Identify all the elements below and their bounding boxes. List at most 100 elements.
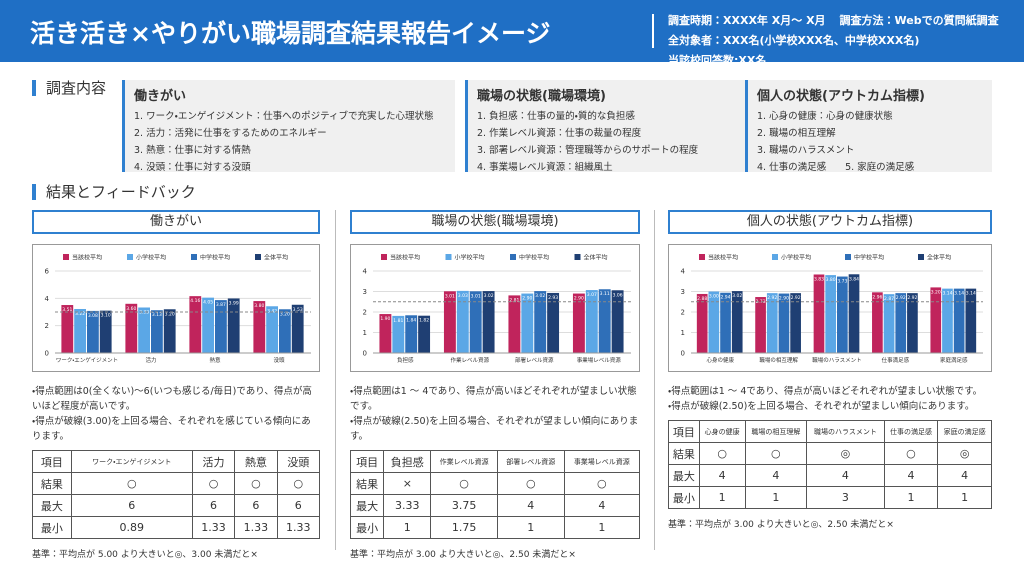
bar bbox=[418, 315, 431, 353]
bar-label: 3.01 bbox=[445, 293, 455, 299]
x-tick-label: 部署レベル資源 bbox=[515, 356, 554, 364]
legend-swatch bbox=[772, 254, 778, 260]
panel-heading: 職場の状態(職場環境) bbox=[350, 210, 640, 234]
bar bbox=[99, 310, 112, 353]
bar-label: 2.96 bbox=[872, 294, 882, 300]
bar bbox=[534, 291, 547, 353]
bar bbox=[405, 315, 418, 353]
box-item: 2. 職場の相互理解 bbox=[757, 128, 836, 139]
y-tick-label: 4 bbox=[45, 295, 50, 303]
bar-label: 3.99 bbox=[229, 300, 239, 306]
table-header-cell: 仕事の満足感 bbox=[883, 420, 939, 443]
bar-label: 3.22 bbox=[75, 311, 85, 317]
title: 活き活き×やりがい職場調査結果報告イメージ bbox=[30, 19, 551, 48]
bar bbox=[202, 297, 214, 353]
bar bbox=[227, 298, 240, 353]
bar bbox=[572, 293, 585, 353]
box-item: 4. 仕事の満足感 5. 家庭の満足感 bbox=[757, 162, 915, 173]
table-header-cell: 作業レベル資源 bbox=[430, 450, 498, 473]
y-tick-label: 2 bbox=[363, 309, 367, 317]
box-item: 1. 負担感：仕事の量的・質的な負担感 bbox=[477, 111, 635, 122]
bar bbox=[766, 293, 778, 353]
bar-label: 2.88 bbox=[697, 296, 707, 302]
chart-box: 当該校平均 小学校平均 中学校平均 全体平均 0 1 2 3 4 1.90 1.81 1.84 1.82… bbox=[350, 244, 640, 372]
bar bbox=[598, 289, 611, 353]
legend-swatch bbox=[381, 254, 387, 260]
bar-label: 3.20 bbox=[280, 311, 290, 317]
criterion: 基準：平均点が 3.00 より大きいと◎、2.50 未満だと× bbox=[350, 550, 576, 560]
bar-label: 3.11 bbox=[600, 291, 610, 297]
table-header-cell: 部署レベル資源 bbox=[496, 450, 565, 473]
x-tick-label: 事業場レベル資源 bbox=[577, 356, 622, 364]
bar-label: 3.07 bbox=[587, 292, 597, 298]
table-body: 項目 ワーク・エンゲイジメント 活力 熱意 没頭 結果 ○ ○ ○ ○ 最大 6 6 6 6 最小 0.89 1.… bbox=[32, 450, 321, 539]
bar-label: 3.02 bbox=[732, 293, 742, 299]
x-tick-label: 仕事満足感 bbox=[882, 356, 910, 364]
panel-heading: 働きがい bbox=[32, 210, 320, 234]
table-cell: 3.33 bbox=[383, 494, 432, 517]
survey-box: 職場の状態(職場環境) 1. 負担感：仕事の量的・質的な負担感 2. 作業レベル資源… bbox=[465, 80, 795, 173]
table-cell: ○ bbox=[698, 442, 746, 465]
bar bbox=[778, 293, 790, 353]
x-tick-label: 作業レベル資源 bbox=[450, 356, 489, 364]
box-item: 1. ワーク・エンゲイジメント：仕事へのポジティブで充実した心理状態 bbox=[134, 111, 434, 122]
bar-label: 3.01 bbox=[471, 293, 481, 299]
bar-label: 4.05 bbox=[203, 300, 213, 306]
bar-label: 3.53 bbox=[293, 307, 303, 313]
table-cell: 6 bbox=[234, 494, 278, 517]
note: ・得点が破線(2.50)を上回る場合、それぞれが望ましい傾向にあります。 bbox=[350, 416, 639, 442]
bar-label: 2.93 bbox=[548, 295, 558, 301]
bar-label: 3.14 bbox=[942, 291, 952, 297]
legend-swatch bbox=[845, 254, 851, 260]
criterion: 基準：平均点が 3.00 より大きいと◎、2.50 未満だと× bbox=[668, 520, 894, 530]
bar-label: 3.33 bbox=[139, 309, 149, 315]
x-tick-label: 活力 bbox=[145, 356, 156, 364]
bar bbox=[291, 304, 304, 353]
table-header-cell: 事業場レベル資源 bbox=[563, 450, 641, 473]
bar bbox=[611, 290, 624, 353]
table-cell: 4 bbox=[496, 494, 565, 517]
legend-swatch bbox=[191, 254, 197, 260]
bar-label: 3.08 bbox=[88, 313, 98, 319]
table-cell: ○ bbox=[744, 442, 808, 465]
table-cell: 1.33 bbox=[191, 516, 236, 539]
chart: 当該校平均 小学校平均 中学校平均 全体平均 0 1 2 3 4 1.90 1.81 1.84 1.82… bbox=[363, 254, 631, 364]
table-cell: 6 bbox=[70, 494, 193, 517]
table-header-cell: 項目 bbox=[668, 420, 700, 443]
y-tick-label: 0 bbox=[45, 350, 49, 358]
box-item: 2. 活力：活発に仕事をするためのエネルギー bbox=[134, 128, 327, 139]
table-cell: ◎ bbox=[806, 442, 885, 465]
table-cell: ○ bbox=[883, 442, 939, 465]
bar-label: 3.73 bbox=[837, 279, 847, 285]
bar-label: 3.20 bbox=[165, 311, 175, 317]
y-tick-label: 4 bbox=[681, 268, 686, 276]
bar bbox=[125, 303, 138, 353]
bar-label: 3.42 bbox=[267, 308, 277, 314]
table-cell: ○ bbox=[496, 472, 565, 495]
bar bbox=[872, 292, 883, 353]
panel-heading: 個人の状態(アウトカム指標) bbox=[668, 210, 992, 234]
bar-label: 2.90 bbox=[779, 296, 789, 302]
bar bbox=[825, 275, 836, 353]
table-row: 最小 0.89 1.33 1.33 1.33 bbox=[32, 516, 321, 539]
bar bbox=[895, 293, 907, 353]
table-cell: ○ bbox=[234, 472, 278, 495]
bar-label: 1.90 bbox=[380, 316, 390, 322]
table-cell: 1.33 bbox=[234, 516, 278, 539]
y-tick-label: 6 bbox=[45, 268, 50, 276]
bar bbox=[731, 291, 743, 353]
bar bbox=[720, 292, 731, 353]
bar bbox=[790, 293, 801, 353]
box-title: 働きがい bbox=[134, 89, 187, 104]
bar-label: 2.87 bbox=[884, 296, 894, 302]
table-header-cell: 家庭の満足感 bbox=[937, 420, 992, 443]
table-cell: 最小 bbox=[349, 516, 385, 539]
legend-swatch bbox=[918, 254, 924, 260]
table-row: 結果 × ○ ○ ○ bbox=[349, 472, 641, 495]
box-item: 3. 部署レベル資源：管理職等からのサポートの程度 bbox=[477, 145, 699, 156]
bar-label: 1.81 bbox=[393, 318, 403, 324]
bar-label: 3.13 bbox=[152, 312, 162, 318]
bar bbox=[61, 305, 74, 353]
y-tick-label: 1 bbox=[681, 329, 685, 337]
x-tick-label: 職場の相互理解 bbox=[759, 356, 798, 364]
